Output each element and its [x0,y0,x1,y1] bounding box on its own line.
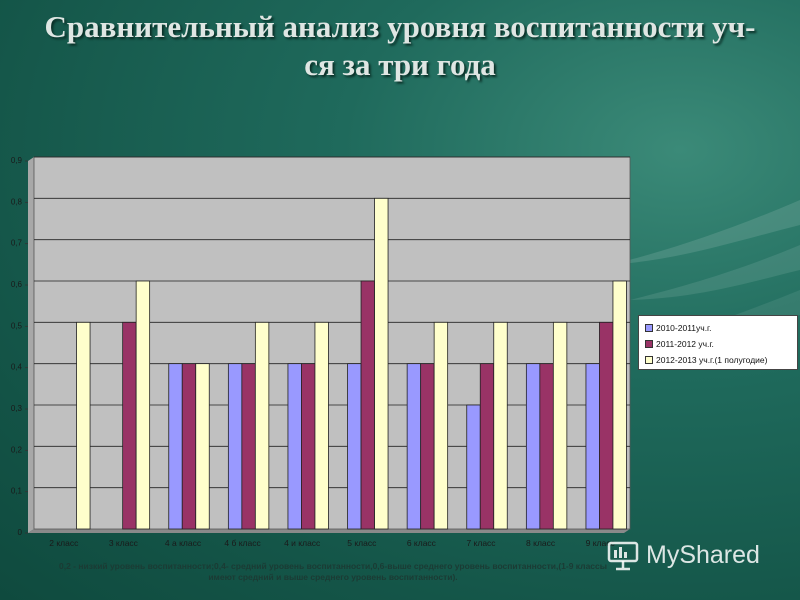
bar-5-2 [374,197,389,530]
legend-label-1: 2010-2011уч.г. [656,323,712,333]
bar-8-2 [552,321,568,530]
bar-9-0 [585,363,600,530]
bar-4-2 [314,321,329,530]
y-tick-label: 0,1 [11,487,23,496]
x-tick-label: 4 и класс [284,538,321,548]
bar-5-0 [347,363,362,530]
plot-side-wall [28,157,34,533]
bar-4-0 [287,363,302,530]
bar-6-2 [433,321,449,530]
bar-9-1 [599,321,614,530]
legend-swatch-2 [645,340,653,348]
x-tick-label: 2 класс [49,538,79,548]
bar-6-1 [420,363,435,530]
x-tick-label: 4 б класс [224,538,261,548]
slide-title: Сравнительный анализ уровня воспитанност… [44,9,756,82]
x-tick-label: 4 а класс [165,538,202,548]
bar-8-1 [539,363,554,530]
bar-7-2 [493,321,508,530]
y-tick-label: 0,7 [11,239,23,248]
legend-swatch-1 [645,324,653,332]
bar-0-2 [76,321,91,530]
x-tick-label: 5 класс [347,538,377,548]
bar-1-1 [122,321,137,530]
bar-4-1 [301,363,316,530]
bar-9-2 [612,280,627,530]
y-tick-label: 0,9 [11,156,23,165]
legend-label-2: 2011-2012 уч.г. [656,339,714,349]
chart-legend: 2010-2011уч.г. 2011-2012 уч.г. 2012-2013… [638,315,798,370]
bar-7-1 [479,363,495,530]
bar-2-0 [168,363,183,530]
bar-8-0 [525,363,541,530]
bar-1-2 [135,280,151,530]
chart-footnote: 0,2 - низкий уровень воспитанности;0,4- … [58,561,608,582]
legend-item-3: 2012-2013 уч.г.(1 полугодие) [645,352,791,368]
y-tick-label: 0,4 [11,363,23,372]
y-tick-label: 0 [18,528,23,537]
bar-2-2 [195,363,210,530]
watermark-text: MyShared [646,540,760,569]
bar-3-2 [254,321,270,530]
legend-swatch-3 [645,356,653,364]
y-tick-label: 0,8 [11,197,23,206]
legend-item-2: 2011-2012 уч.г. [645,336,791,352]
presentation-icon [607,541,639,571]
y-tick-label: 0,6 [11,280,23,289]
bar-6-0 [406,363,422,530]
x-tick-label: 6 класс [407,538,437,548]
plot-floor [28,529,630,533]
legend-item-1: 2010-2011уч.г. [645,320,791,336]
bar-7-0 [466,404,481,530]
x-tick-label: 8 класс [526,538,556,548]
y-tick-label: 0,3 [11,404,23,413]
x-tick-label: 7 класс [466,538,496,548]
x-tick-label: 9 класс [586,538,616,548]
y-tick-label: 0,2 [11,445,23,454]
bar-2-1 [181,363,197,530]
x-tick-label: 3 класс [109,538,139,548]
bar-5-1 [360,280,375,530]
bar-3-0 [227,363,243,530]
watermark: MyShared [606,537,760,573]
y-tick-label: 0,5 [11,321,23,330]
legend-label-3: 2012-2013 уч.г.(1 полугодие) [656,355,768,365]
bar-3-1 [241,363,256,530]
